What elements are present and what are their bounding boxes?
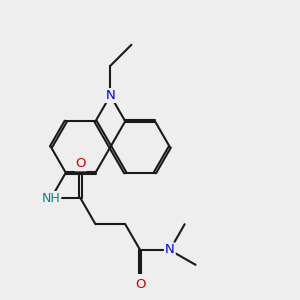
Text: O: O <box>135 278 145 291</box>
Text: NH: NH <box>42 192 60 205</box>
Text: N: N <box>106 89 115 102</box>
Text: O: O <box>75 157 86 170</box>
Text: N: N <box>165 244 175 256</box>
